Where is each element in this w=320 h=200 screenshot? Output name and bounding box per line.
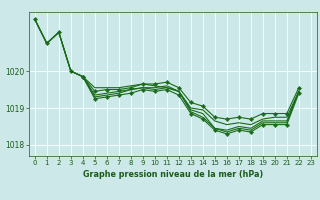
- X-axis label: Graphe pression niveau de la mer (hPa): Graphe pression niveau de la mer (hPa): [83, 170, 263, 179]
